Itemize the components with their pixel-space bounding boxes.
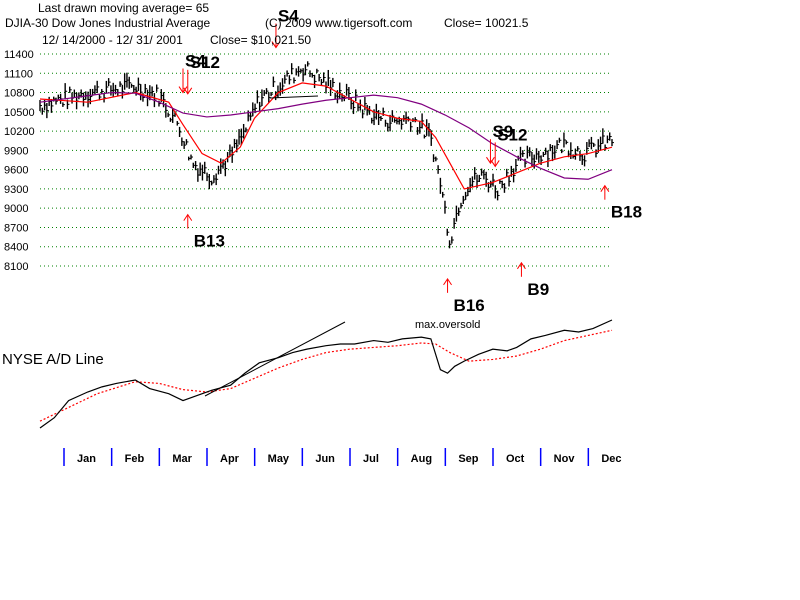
oversold-note: max.oversold xyxy=(415,319,480,331)
y-tick-label: 9000 xyxy=(4,203,28,215)
y-tick-label: 11100 xyxy=(4,68,33,80)
month-label: Jul xyxy=(363,453,379,465)
signal-arrow-head xyxy=(178,86,188,94)
signal-s12: S12 xyxy=(183,53,220,95)
signal-label: S9 xyxy=(492,122,513,141)
signal-s12: S12 xyxy=(490,125,527,168)
signal-b9: B9 xyxy=(517,261,549,299)
price-bars xyxy=(39,61,614,249)
ad-line-title: NYSE A/D Line xyxy=(2,351,104,368)
month-label: Feb xyxy=(125,453,145,465)
month-label: Apr xyxy=(220,453,240,465)
signal-label: S12 xyxy=(497,125,527,144)
y-tick-label: 8700 xyxy=(4,222,28,234)
ad-line xyxy=(39,319,613,429)
month-label: May xyxy=(268,453,290,465)
signal-s4: S4 xyxy=(271,7,299,49)
header-date-range: 12/ 14/2000 - 12/ 31/ 2001 xyxy=(42,33,183,47)
header-line-2: DJIA-30 Dow Jones Industrial Average xyxy=(5,16,211,30)
y-tick-label: 11400 xyxy=(4,49,34,61)
grid-lines xyxy=(40,53,612,267)
month-label: Jun xyxy=(315,453,335,465)
header-line-1: Last drawn moving average= 65 xyxy=(38,1,209,15)
ad-ma-line xyxy=(39,329,613,422)
y-tick-label: 10800 xyxy=(4,88,35,100)
y-tick-label: 9600 xyxy=(4,165,28,177)
signal-arrow-head xyxy=(490,160,500,168)
moving-averages xyxy=(39,82,613,190)
signal-label: B16 xyxy=(454,296,485,315)
y-tick-label: 9900 xyxy=(4,145,28,157)
signal-label: S4 xyxy=(278,7,299,26)
y-tick-label: 8400 xyxy=(4,242,28,254)
y-tick-labels: 11400 11100 10800 10500 10200 9900 9600 9300 900… xyxy=(4,49,35,273)
signal-label: B18 xyxy=(611,203,642,222)
signal-arrow-head xyxy=(183,213,193,221)
signal-label: B9 xyxy=(527,280,549,299)
ad-trend-line xyxy=(204,321,346,397)
month-axis: Jan Feb Mar Apr May Jun Jul Aug Sep Oct Nov Dec xyxy=(63,448,622,466)
header-copyright: (C) 2009 www.tigersoft.com xyxy=(265,16,412,30)
trend-line xyxy=(269,95,319,99)
ad-line-panel xyxy=(39,319,613,429)
signal-b13: B13 xyxy=(183,213,225,251)
short-ma-line xyxy=(39,82,613,190)
month-label: Sep xyxy=(458,453,478,465)
y-tick-label: 9300 xyxy=(4,184,28,196)
signal-label: S12 xyxy=(190,53,220,72)
signal-b18: B18 xyxy=(600,184,642,222)
y-tick-label: 10200 xyxy=(4,126,35,138)
month-label: Mar xyxy=(172,453,192,465)
signal-arrow-head xyxy=(600,184,610,192)
signal-arrow-head xyxy=(486,156,495,165)
signal-label: S4 xyxy=(185,52,206,71)
signal-s9: S9 xyxy=(486,122,513,165)
header-close: Close= 10021.5 xyxy=(444,16,529,30)
month-label: Dec xyxy=(601,453,621,465)
month-label: Oct xyxy=(506,453,525,465)
month-label: Nov xyxy=(554,453,576,465)
signal-label: B13 xyxy=(194,232,225,251)
signal-arrow-head xyxy=(517,261,526,270)
signal-arrow-head xyxy=(443,277,452,286)
y-tick-label: 8100 xyxy=(4,261,28,273)
long-ma-line xyxy=(39,91,613,180)
header-close-overlay: Close= $10,021.50 xyxy=(210,33,311,47)
signal-s4: S4 xyxy=(178,52,206,94)
y-tick-label: 10500 xyxy=(4,107,35,119)
month-label: Jan xyxy=(77,453,96,465)
signal-b16: B16 xyxy=(443,277,485,315)
signal-arrow-head xyxy=(271,41,281,49)
signal-arrow-head xyxy=(183,87,193,95)
month-label: Aug xyxy=(411,453,432,465)
